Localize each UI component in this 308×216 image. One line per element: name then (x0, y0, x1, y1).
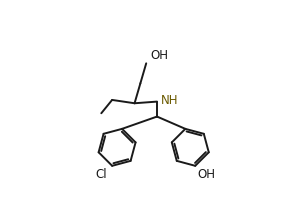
Text: Cl: Cl (95, 168, 107, 181)
Text: NH: NH (161, 94, 178, 107)
Text: OH: OH (150, 49, 168, 62)
Text: OH: OH (197, 168, 215, 181)
